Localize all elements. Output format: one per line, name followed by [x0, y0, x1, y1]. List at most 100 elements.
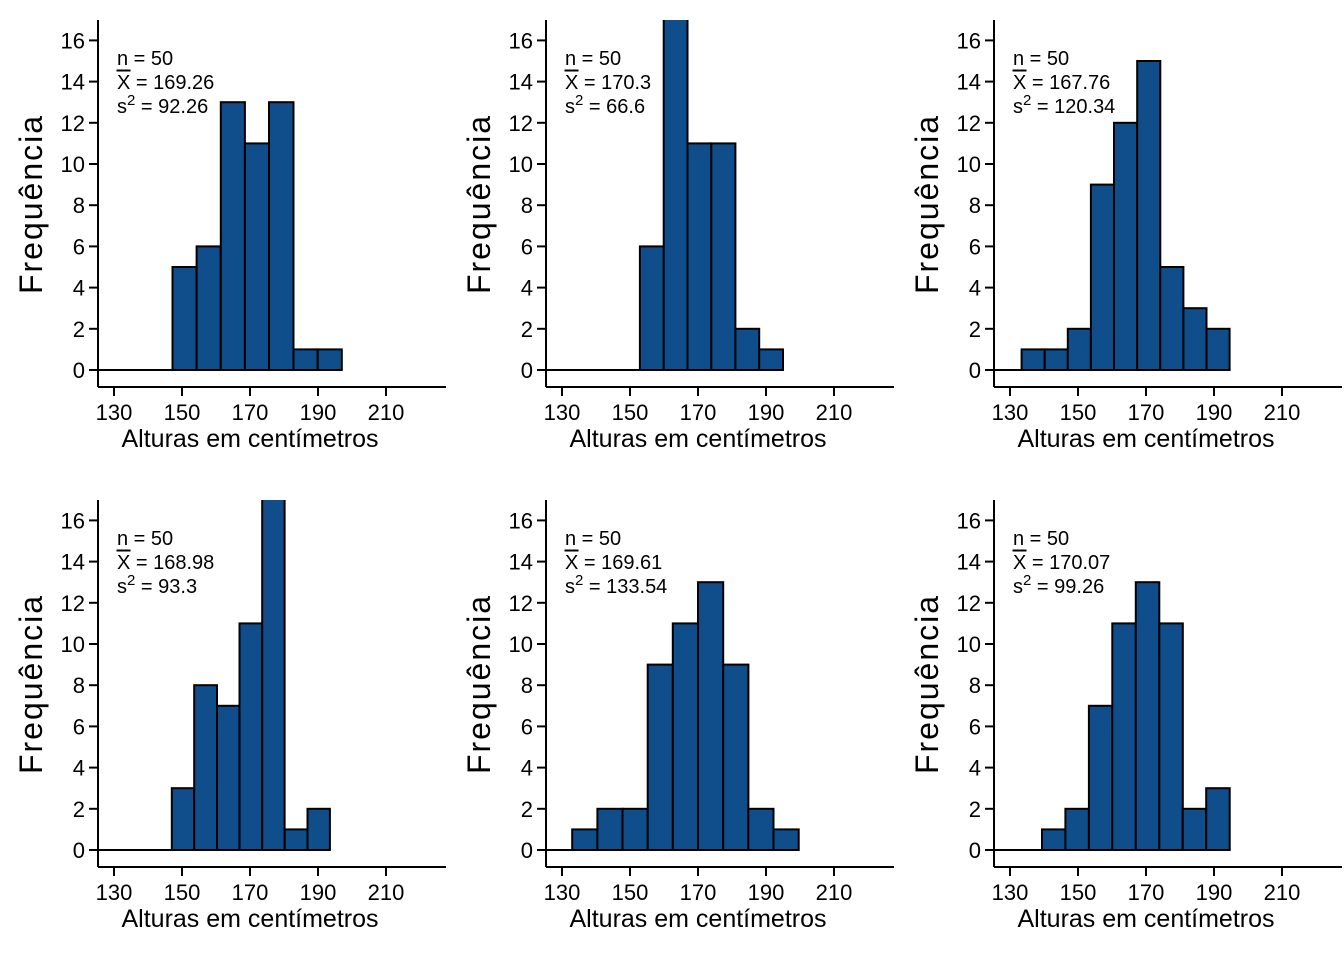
histogram-bar [1020, 348, 1046, 371]
y-tick-label: 10 [509, 152, 533, 177]
x-tick-label: 150 [164, 400, 201, 425]
y-tick-label: 0 [521, 358, 533, 383]
histogram-bar [758, 348, 785, 371]
y-tick-label: 12 [957, 591, 981, 616]
stat-variance-label: s2 = 93.3 [117, 572, 197, 598]
x-tick-label: 170 [680, 400, 717, 425]
stat-mean-label: X = 170.07 [1013, 552, 1110, 574]
histogram-bar [1205, 327, 1231, 371]
histogram-bars [638, 20, 785, 371]
histogram-bar [1087, 704, 1114, 851]
y-axis-title: Frequência [461, 114, 497, 294]
x-tick-label: 170 [232, 880, 269, 905]
histogram-bar [1134, 581, 1161, 851]
x-tick-label: 130 [544, 400, 581, 425]
histogram-bar [671, 622, 700, 851]
y-tick-label: 14 [509, 70, 533, 95]
x-tick-label: 150 [1060, 880, 1097, 905]
y-tick-label: 16 [61, 508, 85, 533]
y-tick-label: 16 [957, 508, 981, 533]
histogram-bar [662, 20, 689, 371]
y-tick-label: 10 [957, 152, 981, 177]
histogram-bar [1043, 348, 1069, 371]
histogram-bar [596, 807, 624, 851]
x-tick-label: 150 [612, 400, 649, 425]
y-tick-label: 4 [73, 756, 85, 781]
histogram-bar [734, 327, 761, 371]
y-tick-label: 4 [969, 756, 981, 781]
y-tick-label: 4 [521, 276, 533, 301]
y-tick-label: 14 [61, 550, 85, 575]
y-tick-label: 6 [969, 234, 981, 259]
y-axis-title: Frequência [461, 594, 497, 774]
histogram-bar [170, 787, 196, 852]
x-tick-label: 150 [612, 880, 649, 905]
stat-n-label: n = 50 [117, 528, 173, 550]
y-tick-label: 4 [521, 756, 533, 781]
stat-n-label: n = 50 [117, 48, 173, 70]
y-tick-label: 6 [73, 714, 85, 739]
histogram-bar [261, 500, 286, 851]
histogram-bar [283, 828, 309, 851]
histogram-bar [1181, 807, 1208, 851]
y-tick-label: 0 [73, 838, 85, 863]
x-tick-label: 190 [1196, 880, 1233, 905]
x-tick-label: 170 [680, 880, 717, 905]
histogram-bar [216, 704, 241, 851]
stat-mean-label: X = 169.26 [117, 72, 214, 94]
histogram-bar [1066, 327, 1092, 371]
y-tick-label: 10 [61, 152, 85, 177]
x-axis-title: Alturas em centímetros [1017, 905, 1274, 933]
y-tick-label: 14 [957, 550, 981, 575]
x-tick-label: 130 [96, 880, 133, 905]
x-tick-label: 190 [1196, 400, 1233, 425]
histogram-bar [638, 245, 665, 371]
histogram-bar [1111, 622, 1137, 851]
y-tick-label: 2 [969, 797, 981, 822]
histogram-bar [268, 101, 295, 371]
y-tick-label: 12 [957, 111, 981, 136]
stat-mean-label: X = 168.98 [117, 552, 214, 574]
histogram-bar [1136, 60, 1162, 371]
y-axis-title: Frequência [13, 594, 49, 774]
y-tick-label: 0 [521, 838, 533, 863]
histogram-bar [722, 663, 750, 851]
histogram-bar [171, 266, 198, 371]
histogram-bars [171, 101, 343, 371]
histogram-bar [747, 807, 775, 851]
y-tick-label: 16 [61, 28, 85, 53]
stat-n-label: n = 50 [565, 48, 621, 70]
x-tick-label: 190 [748, 880, 785, 905]
x-tick-label: 170 [1128, 400, 1165, 425]
y-tick-label: 2 [521, 797, 533, 822]
y-tick-label: 0 [969, 838, 981, 863]
stat-n-label: n = 50 [1013, 48, 1069, 70]
y-tick-label: 10 [509, 632, 533, 657]
x-tick-label: 210 [368, 880, 405, 905]
histogram-bar [772, 828, 800, 851]
histogram-bars [1041, 581, 1231, 852]
x-tick-label: 210 [368, 400, 405, 425]
y-tick-label: 12 [509, 111, 533, 136]
histogram-bars [170, 500, 331, 852]
x-axis-title: Alturas em centímetros [121, 425, 378, 453]
histogram-bars [1020, 60, 1231, 372]
y-tick-label: 8 [521, 193, 533, 218]
x-tick-label: 210 [1264, 880, 1301, 905]
stat-mean-label: X = 170.3 [565, 72, 651, 94]
histogram-bar [193, 684, 218, 851]
histogram-bar [1158, 622, 1184, 851]
stat-variance-label: s2 = 99.26 [1013, 572, 1104, 598]
histogram-bar [1089, 183, 1115, 371]
stat-variance-label: s2 = 92.26 [117, 92, 208, 118]
y-tick-label: 0 [969, 358, 981, 383]
y-tick-label: 2 [73, 797, 85, 822]
y-tick-label: 16 [509, 508, 533, 533]
x-axis-title: Alturas em centímetros [121, 905, 378, 933]
y-tick-label: 6 [521, 234, 533, 259]
x-tick-label: 210 [816, 400, 853, 425]
